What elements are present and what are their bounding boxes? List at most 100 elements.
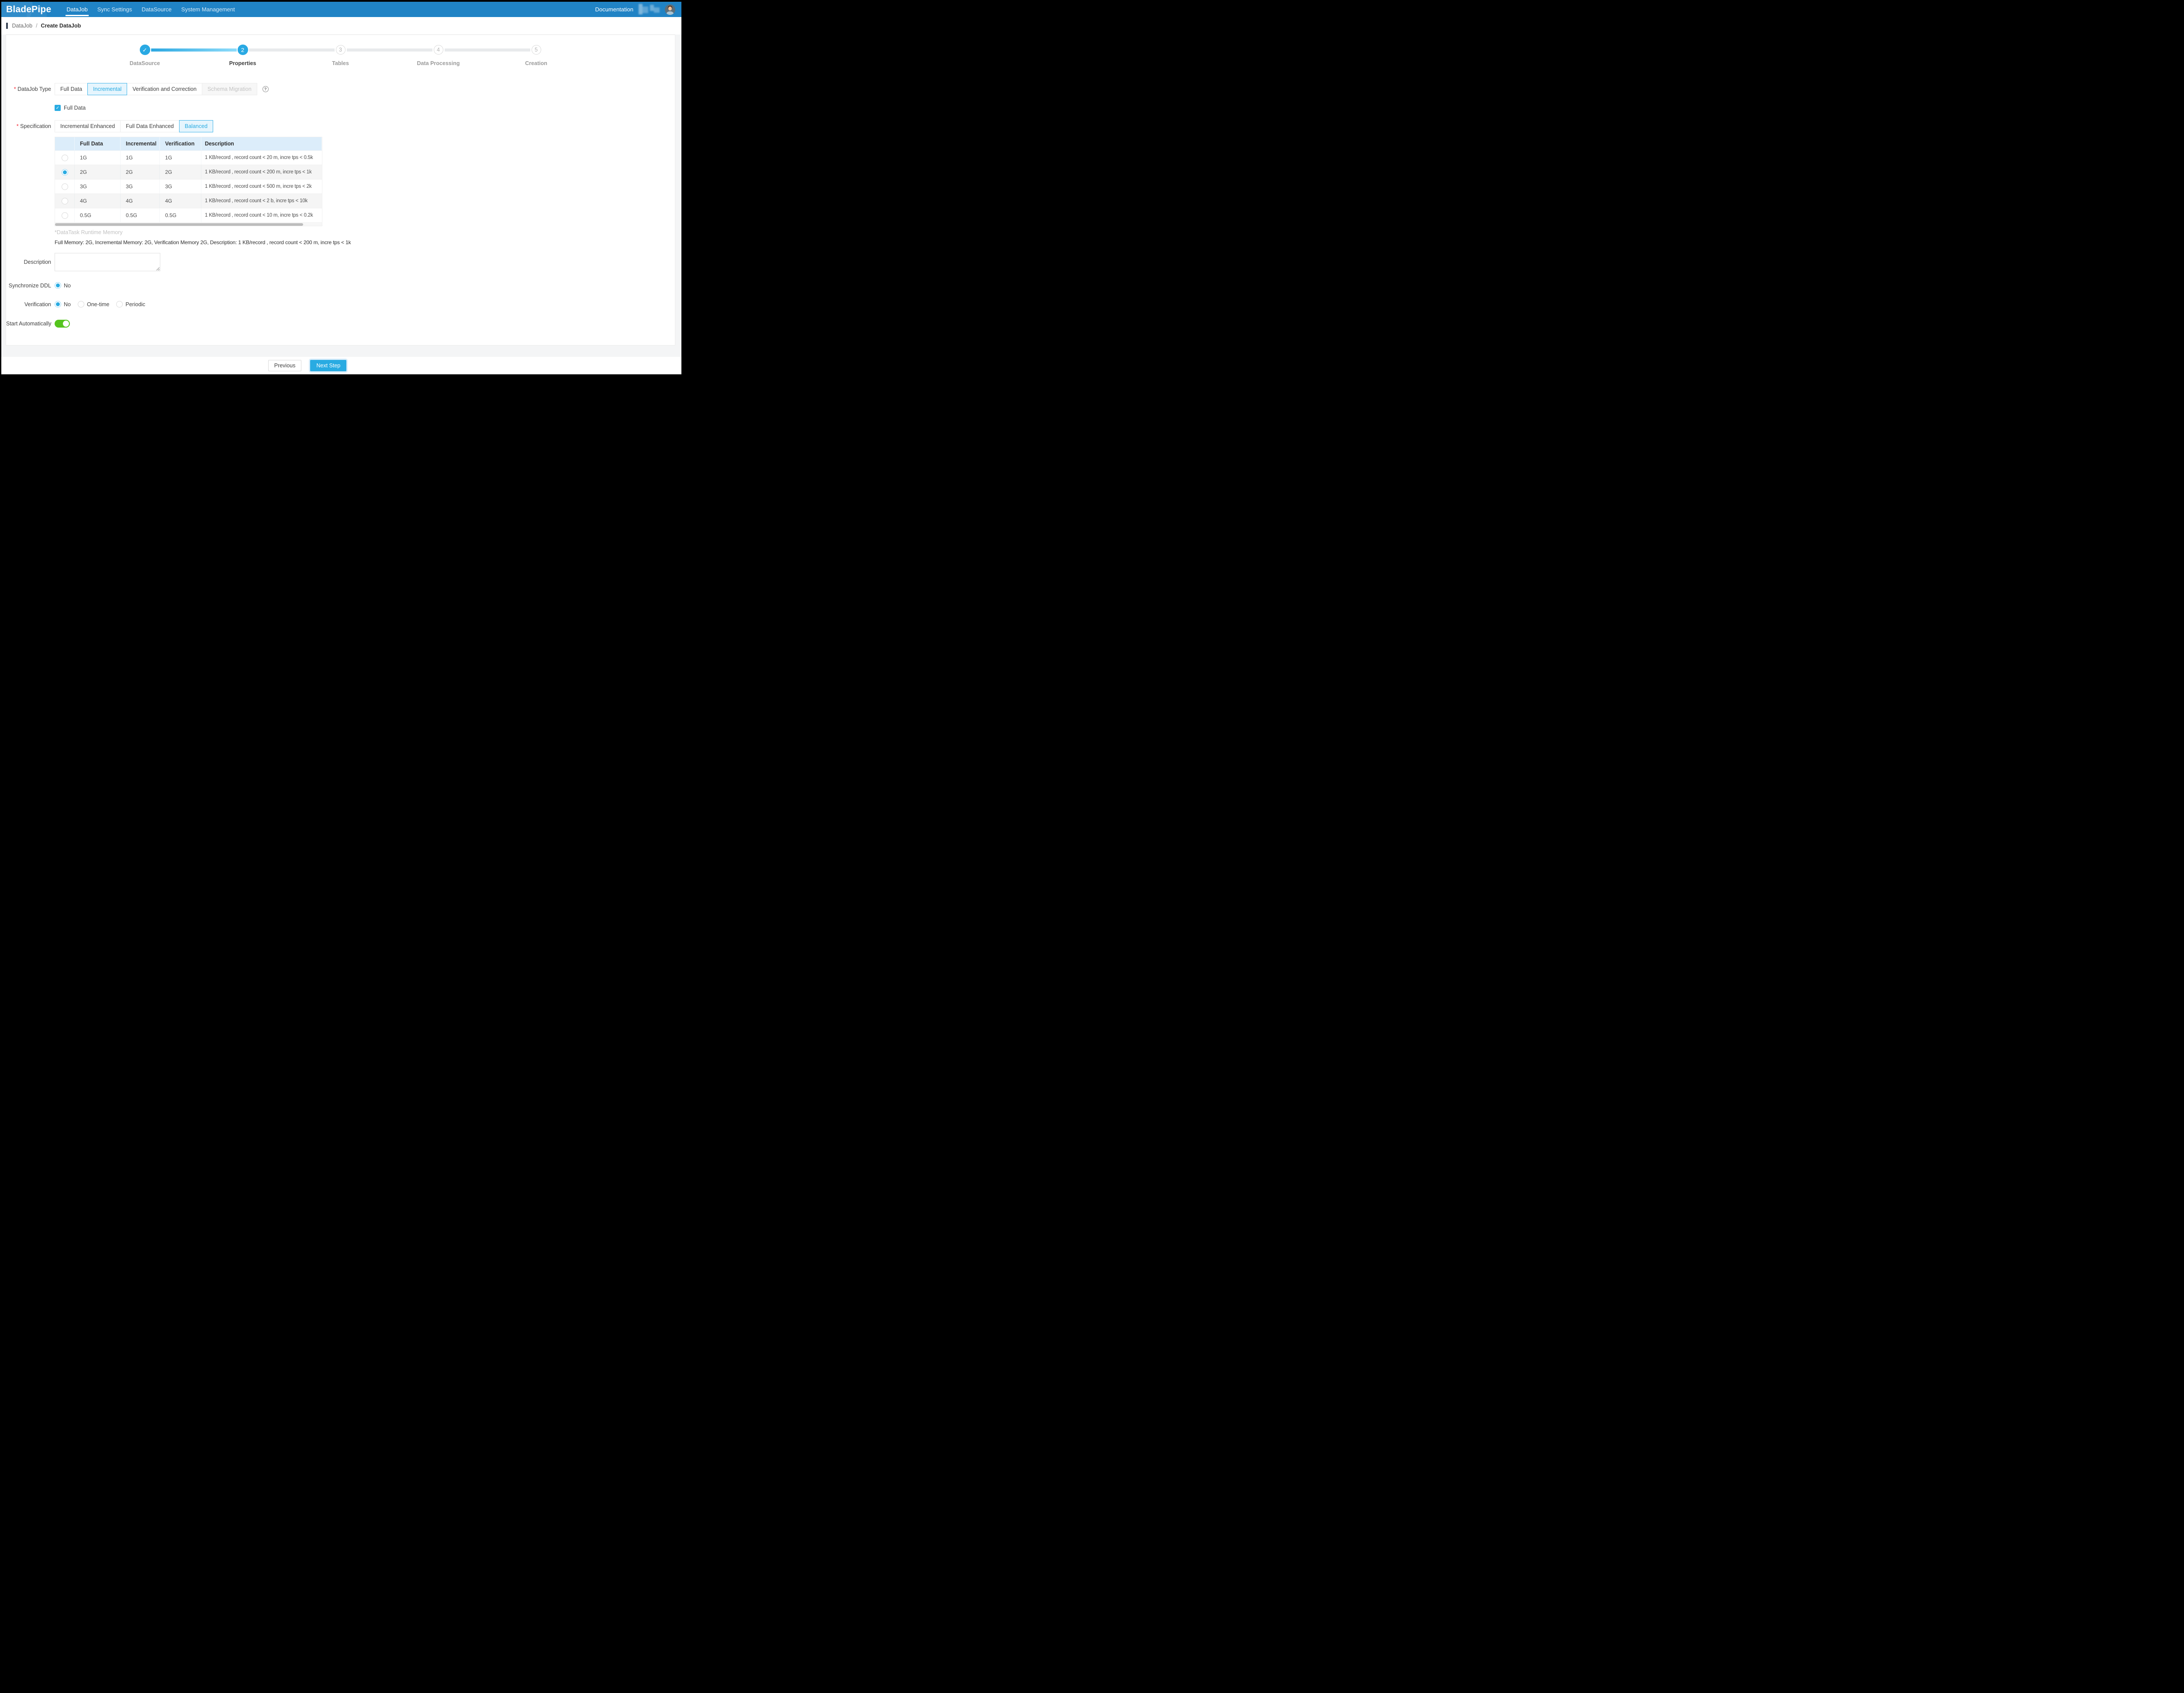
- datajob-type-group: Full Data Incremental Verification and C…: [55, 83, 257, 95]
- synchronize-ddl-label: Synchronize DDL: [8, 282, 51, 289]
- app-window: BladePipe DataJob Sync Settings DataSour…: [1, 2, 681, 374]
- help-question-icon[interactable]: ?: [262, 86, 269, 92]
- step-connector-progress: [151, 48, 237, 52]
- step-2-circle-current: 2: [237, 45, 248, 55]
- row-radio-05g[interactable]: [61, 212, 68, 219]
- next-step-button[interactable]: Next Step: [310, 360, 347, 371]
- header-incremental: Incremental: [121, 137, 160, 150]
- step-1-circle-done: ✓: [139, 45, 150, 55]
- full-data-checkbox-row: ✓ Full Data: [6, 105, 675, 111]
- spec-option-balanced[interactable]: Balanced: [179, 120, 214, 132]
- type-option-verification-correction[interactable]: Verification and Correction: [127, 83, 202, 95]
- table-row[interactable]: 3G 3G 3G 1 KB/record , record count < 50…: [55, 180, 322, 194]
- nav-right: Documentation: [595, 4, 675, 15]
- step-5-circle: 5: [531, 45, 541, 55]
- row-radio-2g-selected[interactable]: [61, 169, 68, 176]
- datajob-type-label: DataJob Type: [6, 86, 51, 92]
- step-connector: [444, 48, 530, 52]
- check-icon: ✓: [142, 46, 147, 53]
- step-connector: [249, 48, 335, 52]
- user-avatar[interactable]: [665, 4, 675, 15]
- full-data-checkbox-label[interactable]: Full Data: [64, 105, 86, 111]
- synchronize-ddl-row: Synchronize DDL No: [6, 282, 675, 289]
- description-row: Description: [6, 253, 675, 271]
- wizard-stepper: ✓ 2 3 4 5 DataSource Properties Tables D…: [130, 45, 547, 73]
- full-data-checkbox[interactable]: ✓: [55, 105, 61, 111]
- row-radio-4g[interactable]: [61, 197, 68, 204]
- table-row[interactable]: 4G 4G 4G 1 KB/record , record count < 2 …: [55, 194, 322, 208]
- verification-no-label[interactable]: No: [64, 301, 71, 308]
- breadcrumb-accent-bar: [6, 23, 8, 29]
- nav-item-datasource[interactable]: DataSource: [142, 6, 172, 13]
- step-label-properties: Properties: [229, 60, 256, 66]
- header-verification: Verification: [160, 137, 201, 150]
- verification-one-time-label[interactable]: One-time: [86, 301, 110, 308]
- verification-row: Verification No One-time: [6, 301, 675, 308]
- breadcrumb-parent[interactable]: DataJob: [12, 23, 33, 29]
- redacted-username: [639, 4, 660, 14]
- avatar-face-icon: [668, 7, 672, 10]
- spec-option-incremental-enhanced[interactable]: Incremental Enhanced: [55, 120, 121, 132]
- screenshot-frame: BladePipe DataJob Sync Settings DataSour…: [0, 0, 685, 379]
- header-full-data: Full Data: [75, 137, 121, 150]
- selected-spec-summary: Full Memory: 2G, Incremental Memory: 2G,…: [55, 239, 351, 245]
- nav-item-system-management[interactable]: System Management: [181, 6, 235, 13]
- table-row[interactable]: 0.5G 0.5G 0.5G 1 KB/record , record coun…: [55, 208, 322, 223]
- brand-logo[interactable]: BladePipe: [6, 4, 52, 14]
- step-label-creation: Creation: [525, 60, 547, 66]
- step-label-tables: Tables: [332, 60, 349, 66]
- ddl-radio-no-label[interactable]: No: [64, 282, 71, 289]
- step-connector: [346, 48, 432, 52]
- breadcrumb-separator: /: [36, 23, 38, 29]
- table-horizontal-scrollbar[interactable]: [55, 223, 322, 226]
- verification-radio-one-time[interactable]: [77, 301, 84, 308]
- table-row[interactable]: 1G 1G 1G 1 KB/record , record count < 20…: [55, 151, 322, 165]
- start-automatically-row: Start Automatically: [6, 320, 675, 328]
- scrollbar-thumb[interactable]: [55, 223, 304, 226]
- table-header-row: Full Data Incremental Verification Descr…: [55, 137, 322, 151]
- page-title: Create DataJob: [41, 23, 81, 29]
- datajob-type-row: DataJob Type Full Data Incremental Verif…: [6, 83, 675, 95]
- create-datajob-card: ✓ 2 3 4 5 DataSource Properties Tables D…: [6, 35, 675, 346]
- specification-label: Specification: [6, 123, 51, 129]
- row-radio-1g[interactable]: [61, 154, 68, 161]
- type-option-incremental[interactable]: Incremental: [87, 83, 128, 95]
- runtime-memory-note: *DataTask Runtime Memory: [55, 229, 123, 235]
- step-label-data-processing: Data Processing: [417, 60, 460, 66]
- step-label-datasource: DataSource: [129, 60, 160, 66]
- ddl-radio-no[interactable]: [55, 282, 61, 289]
- verification-radio-periodic[interactable]: [116, 301, 123, 308]
- type-option-schema-migration: Schema Migration: [201, 83, 257, 95]
- description-label: Description: [24, 259, 51, 265]
- table-row-selected[interactable]: 2G 2G 2G 1 KB/record , record count < 20…: [55, 165, 322, 180]
- wizard-footer: Previous Next Step: [1, 357, 681, 374]
- avatar-body-icon: [667, 11, 674, 15]
- nav-decoration: [1, 2, 33, 17]
- nav-item-sync-settings[interactable]: Sync Settings: [97, 6, 132, 13]
- specification-row: Specification Incremental Enhanced Full …: [6, 120, 675, 132]
- previous-button[interactable]: Previous: [268, 360, 302, 371]
- top-nav: BladePipe DataJob Sync Settings DataSour…: [1, 2, 681, 17]
- main-menu: DataJob Sync Settings DataSource System …: [62, 2, 239, 17]
- breadcrumb: DataJob / Create DataJob: [1, 17, 681, 35]
- header-radio-col: [55, 137, 75, 150]
- nav-item-datajob[interactable]: DataJob: [62, 2, 92, 17]
- start-automatically-toggle-on[interactable]: [55, 320, 70, 328]
- spec-option-full-data-enhanced[interactable]: Full Data Enhanced: [120, 120, 180, 132]
- description-textarea[interactable]: [55, 253, 160, 271]
- verification-radio-no[interactable]: [55, 301, 61, 308]
- documentation-link[interactable]: Documentation: [595, 6, 633, 13]
- header-description: Description: [201, 137, 322, 150]
- start-automatically-label: Start Automatically: [6, 321, 52, 327]
- properties-form: DataJob Type Full Data Incremental Verif…: [6, 83, 675, 328]
- specification-table: Full Data Incremental Verification Descr…: [55, 137, 322, 226]
- type-option-full-data[interactable]: Full Data: [55, 83, 88, 95]
- row-radio-3g[interactable]: [61, 183, 68, 190]
- page-background: ✓ 2 3 4 5 DataSource Properties Tables D…: [1, 35, 681, 374]
- step-3-circle: 3: [335, 45, 346, 55]
- toggle-knob: [63, 321, 69, 327]
- verification-periodic-label[interactable]: Periodic: [125, 301, 145, 308]
- specification-group: Incremental Enhanced Full Data Enhanced …: [55, 120, 214, 132]
- step-4-circle: 4: [433, 45, 443, 55]
- verification-label: Verification: [24, 301, 51, 308]
